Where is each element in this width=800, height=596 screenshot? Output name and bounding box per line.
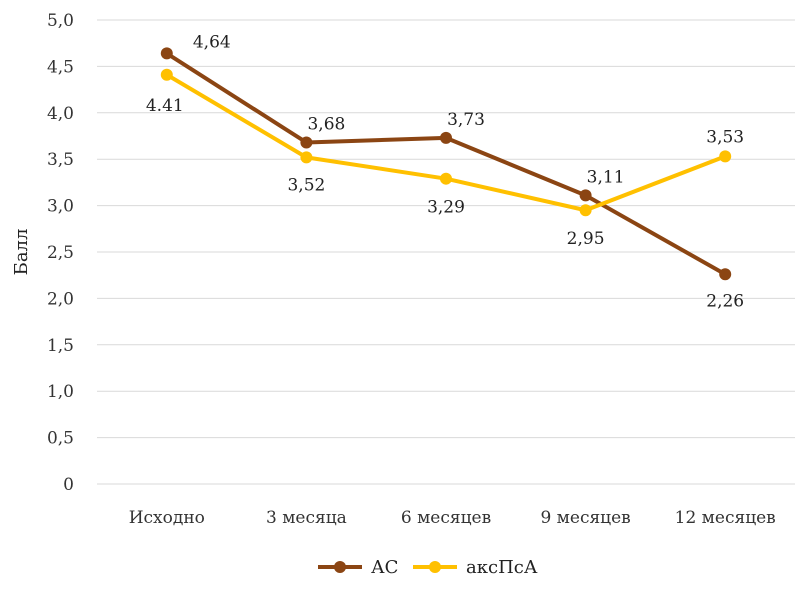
data-label: 2,95 <box>567 229 605 249</box>
y-tick-label: 0 <box>63 475 74 495</box>
y-tick-label: 3,0 <box>47 197 74 217</box>
data-point <box>440 172 452 185</box>
legend-label: АС <box>371 557 398 578</box>
y-tick-label: 5,0 <box>47 11 74 31</box>
x-axis-ticks: Исходно 3 месяца 6 месяцев 9 месяцев 12 меся… <box>129 508 776 528</box>
y-tick-label: 1,5 <box>47 336 74 356</box>
y-tick-label: 1,0 <box>47 382 74 402</box>
data-point <box>160 47 173 60</box>
x-tick-label: 12 месяцев <box>675 508 776 528</box>
data-label: 3,68 <box>307 114 345 134</box>
x-tick-label: 3 месяца <box>266 508 347 528</box>
data-point <box>579 204 592 217</box>
y-tick-label: 4,5 <box>47 57 74 77</box>
y-axis-ticks: 0 0,5 1,0 1,5 2,0 2,5 3,0 3,5 4,0 4,5 5,0 <box>47 11 74 495</box>
x-tick-label: Исходно <box>129 508 205 528</box>
data-label: 3,73 <box>447 110 485 130</box>
y-tick-label: 3,5 <box>47 150 74 170</box>
x-tick-label: 6 месяцев <box>401 508 491 528</box>
x-tick-label: 9 месяцев <box>540 508 630 528</box>
data-point <box>579 189 592 202</box>
legend-marker <box>334 561 346 573</box>
legend-marker <box>429 561 441 573</box>
data-point <box>160 68 173 81</box>
y-tick-label: 4,0 <box>47 104 74 124</box>
data-label: 4.41 <box>146 96 184 116</box>
legend-label: аксПсА <box>466 557 538 578</box>
data-label: 4,64 <box>193 32 231 52</box>
legend: АС аксПсА <box>318 557 538 578</box>
y-tick-label: 0,5 <box>47 429 74 449</box>
data-labels: 4,64 3,68 3,73 3,11 2,26 4.41 3,52 3,29 2,95 3,53 <box>146 32 744 311</box>
data-label: 2,26 <box>706 291 744 311</box>
data-label: 3,52 <box>287 175 325 195</box>
data-point <box>719 150 732 163</box>
data-point <box>300 136 313 149</box>
y-tick-label: 2,0 <box>47 289 74 309</box>
series-group <box>160 47 732 281</box>
data-point <box>300 151 313 164</box>
y-tick-label: 2,5 <box>47 243 74 263</box>
data-point <box>440 131 452 144</box>
data-label: 3,11 <box>587 167 625 187</box>
data-point <box>719 268 732 281</box>
gridlines <box>97 19 795 485</box>
data-label: 3,29 <box>427 198 465 218</box>
y-axis-label: Балл <box>11 229 32 276</box>
series-line <box>164 51 728 277</box>
data-label: 3,53 <box>706 127 744 147</box>
